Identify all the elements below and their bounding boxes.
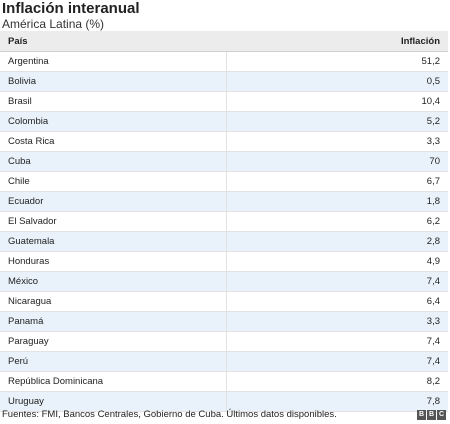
inflation-cell: 0,5 bbox=[225, 71, 448, 92]
table-row: República Dominicana 8,2 bbox=[0, 371, 448, 392]
inflation-cell: 8,2 bbox=[225, 371, 448, 392]
table-row: Bolivia 0,5 bbox=[0, 71, 448, 92]
table-body: Argentina 51,2 Bolivia 0,5 Brasil 10,4 Colombi… bbox=[0, 51, 448, 412]
country-cell: El Salvador bbox=[0, 211, 226, 232]
inflation-cell: 70 bbox=[225, 151, 448, 172]
country-cell: Panamá bbox=[0, 311, 226, 332]
country-cell: Chile bbox=[0, 171, 226, 192]
logo-letter: B bbox=[417, 410, 426, 420]
table-row: Uruguay 7,8 bbox=[0, 391, 448, 412]
logo-letter: B bbox=[427, 410, 436, 420]
country-cell: Cuba bbox=[0, 151, 226, 172]
column-header-country: País bbox=[0, 31, 226, 52]
chart-subtitle: América Latina (%) bbox=[2, 17, 105, 31]
table-row: Honduras 4,9 bbox=[0, 251, 448, 272]
inflation-cell: 6,7 bbox=[225, 171, 448, 192]
country-cell: Honduras bbox=[0, 251, 226, 272]
table-row: Costa Rica 3,3 bbox=[0, 131, 448, 152]
country-cell: Nicaragua bbox=[0, 291, 226, 312]
table-row: El Salvador 6,2 bbox=[0, 211, 448, 232]
inflation-cell: 2,8 bbox=[225, 231, 448, 252]
country-cell: Perú bbox=[0, 351, 226, 372]
country-cell: Guatemala bbox=[0, 231, 226, 252]
country-cell: Argentina bbox=[0, 51, 226, 72]
country-cell: República Dominicana bbox=[0, 371, 226, 392]
column-header-inflation: Inflación bbox=[226, 31, 448, 52]
table-row: México 7,4 bbox=[0, 271, 448, 292]
table-row: Argentina 51,2 bbox=[0, 51, 448, 72]
inflation-cell: 7,4 bbox=[225, 331, 448, 352]
table-row: Colombia 5,2 bbox=[0, 111, 448, 132]
inflation-cell: 6,4 bbox=[225, 291, 448, 312]
table-header-row: País Inflación bbox=[0, 31, 448, 52]
country-cell: Paraguay bbox=[0, 331, 226, 352]
inflation-table-container: País Inflación Argentina 51,2 Bolivia 0,5 Br… bbox=[0, 31, 450, 412]
country-cell: México bbox=[0, 271, 226, 292]
inflation-cell: 7,4 bbox=[225, 271, 448, 292]
table-row: Cuba 70 bbox=[0, 151, 448, 172]
inflation-cell: 1,8 bbox=[225, 191, 448, 212]
chart-title: Inflación interanual bbox=[2, 0, 140, 17]
table-row: Panamá 3,3 bbox=[0, 311, 448, 332]
inflation-cell: 7,8 bbox=[225, 391, 448, 412]
table-row: Nicaragua 6,4 bbox=[0, 291, 448, 312]
inflation-cell: 7,4 bbox=[225, 351, 448, 372]
table-row: Ecuador 1,8 bbox=[0, 191, 448, 212]
inflation-cell: 3,3 bbox=[225, 131, 448, 152]
inflation-cell: 10,4 bbox=[225, 91, 448, 112]
inflation-cell: 5,2 bbox=[225, 111, 448, 132]
country-cell: Ecuador bbox=[0, 191, 226, 212]
country-cell: Uruguay bbox=[0, 391, 226, 412]
inflation-cell: 6,2 bbox=[225, 211, 448, 232]
inflation-cell: 3,3 bbox=[225, 311, 448, 332]
table-row: Guatemala 2,8 bbox=[0, 231, 448, 252]
country-cell: Bolivia bbox=[0, 71, 226, 92]
bbc-logo: B B C bbox=[417, 410, 446, 420]
country-cell: Costa Rica bbox=[0, 131, 226, 152]
table-row: Brasil 10,4 bbox=[0, 91, 448, 112]
inflation-cell: 51,2 bbox=[225, 51, 448, 72]
logo-letter: C bbox=[437, 410, 446, 420]
inflation-table: País Inflación Argentina 51,2 Bolivia 0,5 Br… bbox=[0, 31, 448, 412]
table-row: Perú 7,4 bbox=[0, 351, 448, 372]
country-cell: Brasil bbox=[0, 91, 226, 112]
table-row: Paraguay 7,4 bbox=[0, 331, 448, 352]
table-row: Chile 6,7 bbox=[0, 171, 448, 192]
country-cell: Colombia bbox=[0, 111, 226, 132]
source-note: Fuentes: FMI, Bancos Centrales, Gobierno… bbox=[2, 409, 337, 420]
inflation-cell: 4,9 bbox=[225, 251, 448, 272]
